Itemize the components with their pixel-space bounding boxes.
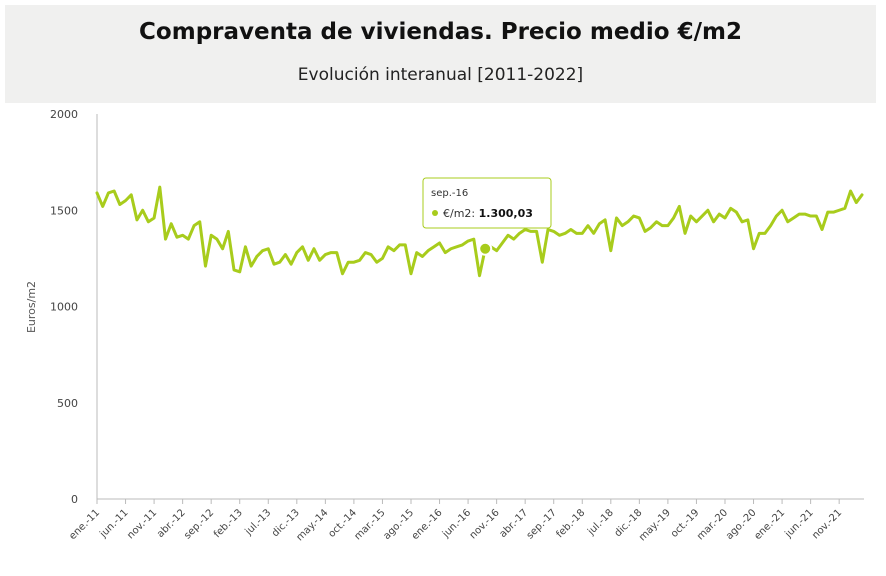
y-tick-label: 500 (57, 397, 78, 410)
x-tick-label: nov.-16 (468, 507, 502, 541)
tooltip-series-dot-icon (432, 210, 438, 216)
y-tick-label: 0 (71, 493, 78, 506)
x-tick-label: feb.-13 (212, 507, 245, 540)
x-tick-label: sep.-12 (182, 507, 216, 541)
x-tick-label: ago.-15 (382, 507, 417, 542)
tooltip-line: €/m2: 1.300,03 (443, 207, 533, 220)
tooltip-series-name: €/m2 (443, 207, 471, 220)
tooltip-date: sep.-16 (431, 188, 468, 199)
y-tick-label: 1500 (50, 204, 78, 217)
x-tick-label: feb.-18 (554, 507, 587, 540)
x-tick-label: jun.-21 (783, 507, 816, 540)
x-tick-label: nov.-21 (810, 507, 844, 541)
x-tick-label: jun.-16 (440, 507, 473, 540)
x-tick-label: mar.-20 (695, 507, 730, 542)
tooltip: sep.-16 €/m2: 1.300,03 (422, 177, 552, 229)
x-tick-label: nov.-11 (125, 507, 159, 541)
series-line[interactable] (95, 185, 864, 278)
x-tick-label: ago.-20 (724, 507, 759, 542)
chart-subtitle: Evolución interanual [2011-2022] (297, 65, 584, 85)
y-axis-label: Euros/m2 (25, 281, 38, 333)
x-tick-label: may.-19 (637, 507, 673, 543)
hover-marker (478, 241, 493, 256)
y-axis-ticks: 0 500 1000 1500 2000 (50, 108, 78, 506)
y-tick-label: 2000 (50, 108, 78, 121)
chart-header: Compraventa de viviendas. Precio medio €… (5, 5, 876, 103)
x-tick-label: jul.-18 (585, 507, 616, 538)
x-tick-label: sep.-17 (525, 507, 559, 541)
x-tick-label: jun.-11 (97, 507, 130, 540)
x-tick-label: may.-14 (295, 507, 331, 543)
x-tick-label: ene.-11 (67, 507, 102, 542)
chart-title: Compraventa de viviendas. Precio medio €… (139, 19, 742, 45)
tooltip-separator: : (471, 207, 478, 220)
y-tick-label: 1000 (50, 301, 78, 314)
tooltip-box (422, 177, 552, 229)
x-tick-label: jul.-13 (243, 507, 274, 538)
x-tick-label: ene.-21 (752, 507, 787, 542)
x-axis-ticks: ene.-11jun.-11nov.-11abr.-12sep.-12feb.-… (67, 499, 844, 543)
x-tick-label: mar.-15 (353, 507, 388, 542)
tooltip-value: 1.300,03 (479, 207, 533, 220)
x-tick-label: ene.-16 (410, 507, 445, 542)
